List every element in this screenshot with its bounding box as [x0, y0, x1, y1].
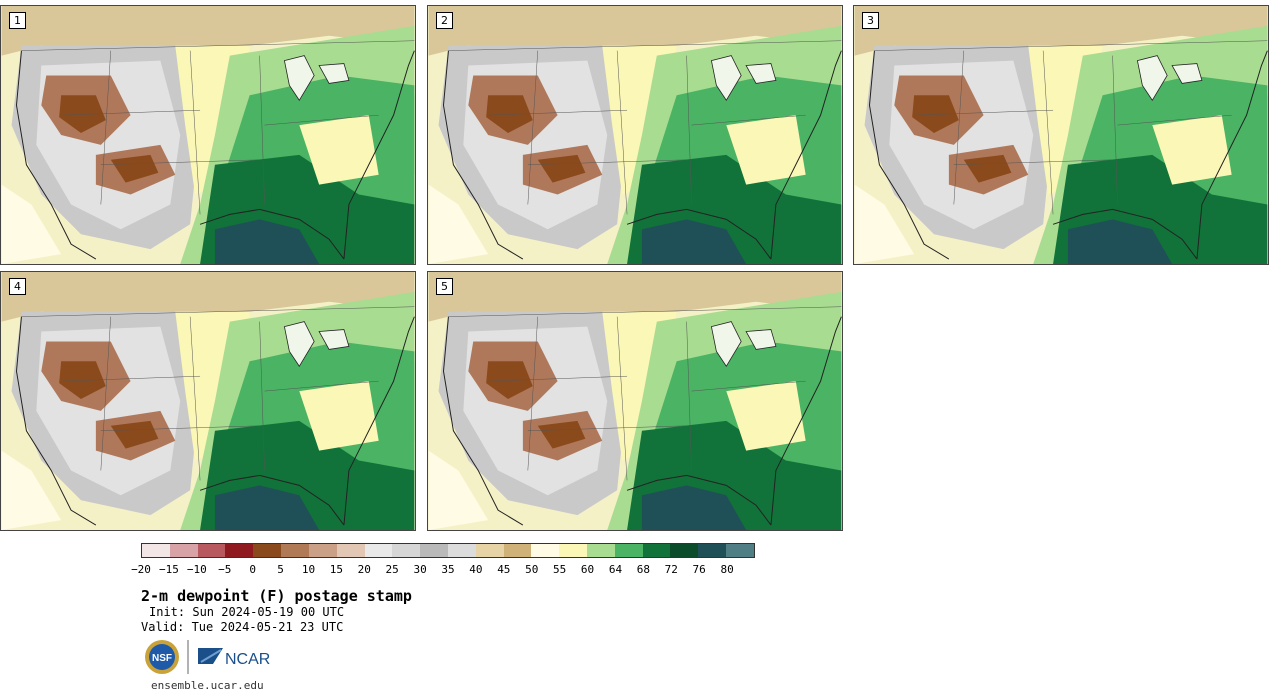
dewpoint-map [428, 272, 842, 530]
colorbar-segment [698, 544, 727, 557]
colorbar-segment [364, 544, 393, 557]
colorbar-segment [475, 544, 504, 557]
member-panel-4: 4 [0, 271, 416, 531]
colorbar-tick: −5 [218, 563, 232, 576]
colorbar-tick: 50 [525, 563, 539, 576]
colorbar-tick: 30 [413, 563, 427, 576]
dewpoint-colorbar [141, 543, 755, 558]
colorbar-tick: −20 [131, 563, 151, 576]
member-number: 1 [9, 12, 26, 29]
member-panel-3: 3 [853, 5, 1269, 265]
colorbar-tick: 15 [329, 563, 343, 576]
colorbar-segment [281, 544, 309, 557]
colorbar-tick: 40 [469, 563, 483, 576]
member-panel-5: 5 [427, 271, 843, 531]
init-time: Init: Sun 2024-05-19 00 UTC [149, 605, 345, 619]
colorbar-tick: 45 [497, 563, 511, 576]
colorbar-tick: 20 [357, 563, 371, 576]
colorbar-segment [142, 544, 170, 557]
member-number: 4 [9, 278, 26, 295]
colorbar-segment [169, 544, 198, 557]
colorbar-tick: 64 [608, 563, 623, 576]
colorbar-tick: 5 [277, 563, 284, 576]
dewpoint-map [428, 6, 842, 264]
colorbar-segment [531, 544, 560, 557]
colorbar-tick: 72 [664, 563, 678, 576]
colorbar-segment [253, 544, 282, 557]
colorbar-tick: 0 [249, 563, 256, 576]
valid-time: Valid: Tue 2024-05-21 23 UTC [141, 620, 344, 634]
colorbar-segment [670, 544, 699, 557]
colorbar-tick: 76 [692, 563, 706, 576]
colorbar-segment [503, 544, 532, 557]
colorbar-tick: 68 [636, 563, 650, 576]
plot-title: 2-m dewpoint (F) postage stamp [141, 587, 412, 605]
colorbar-tick: 25 [385, 563, 399, 576]
colorbar-tick: 35 [441, 563, 455, 576]
colorbar-segment [308, 544, 337, 557]
colorbar-segment [392, 544, 421, 557]
colorbar-tick: 80 [720, 563, 734, 576]
footer-url: ensemble.ucar.edu [151, 679, 264, 692]
colorbar-tick: 60 [580, 563, 595, 576]
colorbar-segment [420, 544, 448, 557]
colorbar-tick: −10 [186, 563, 207, 576]
colorbar-segment [614, 544, 643, 557]
dewpoint-map [1, 272, 415, 530]
nsf-logo-text: NSF [152, 653, 172, 664]
colorbar-segment [726, 544, 754, 557]
colorbar-segment [447, 544, 476, 557]
member-number: 5 [436, 278, 453, 295]
member-number: 2 [436, 12, 453, 29]
nsf-logo-icon: NSF [145, 640, 179, 674]
colorbar-segment [587, 544, 615, 557]
colorbar-segment [559, 544, 587, 557]
member-panel-1: 1 [0, 5, 416, 265]
logos: NSF NCAR [145, 640, 270, 674]
colorbar-segment [336, 544, 365, 557]
ncar-logo-text: NCAR [225, 651, 270, 668]
colorbar-tick: 55 [553, 563, 567, 576]
ncar-logo-icon: NCAR [198, 648, 270, 668]
dewpoint-map [1, 6, 415, 264]
colorbar-segment [197, 544, 226, 557]
colorbar-tick: 10 [301, 563, 316, 576]
colorbar-tick-labels: −20 −15 −10 −5 0 5 10 15 20 25 30 35 40 45 50 55 60 64 68 7… [131, 563, 755, 577]
colorbar-segment [225, 544, 254, 557]
member-panel-2: 2 [427, 5, 843, 265]
member-number: 3 [862, 12, 879, 29]
dewpoint-map [854, 6, 1268, 264]
colorbar-tick: −15 [158, 563, 179, 576]
colorbar-segment [642, 544, 671, 557]
